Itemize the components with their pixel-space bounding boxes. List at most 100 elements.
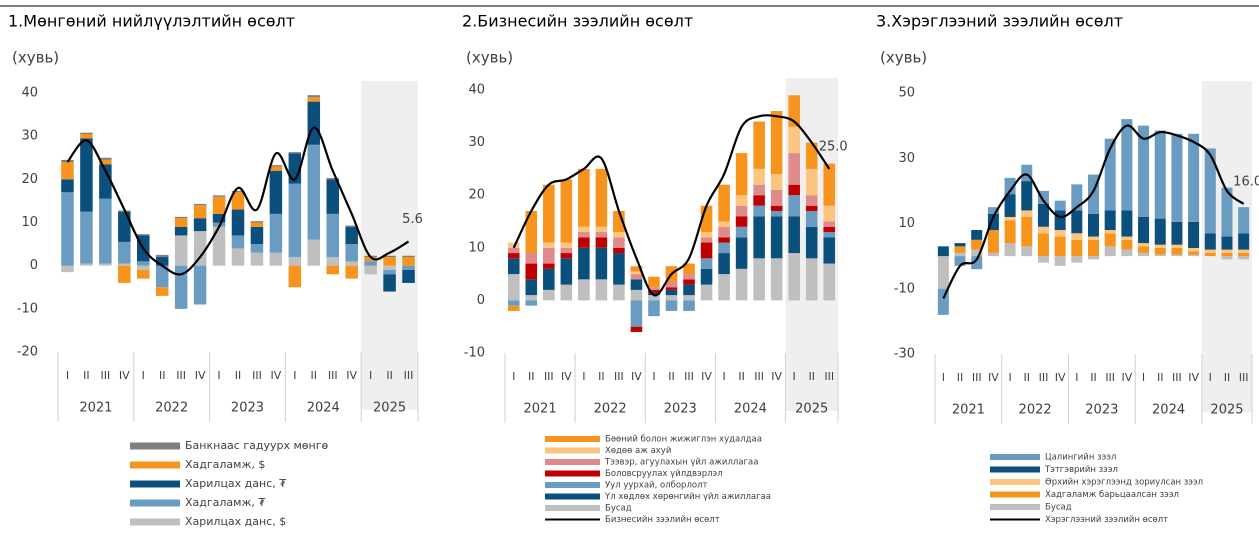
bar-segment (155, 254, 169, 258)
x-tick-label: I (652, 370, 655, 383)
bar-segment (823, 221, 836, 227)
y-tick-label: 20 (468, 188, 485, 203)
bar-segment (560, 284, 573, 301)
bar-segment (805, 258, 818, 301)
bar-segment (823, 237, 836, 264)
bar-segment (250, 244, 264, 253)
bar-segment (137, 265, 150, 270)
bar-segment (193, 203, 207, 206)
bar-segment (578, 168, 590, 227)
bar-segment (288, 265, 302, 288)
bar-segment (525, 295, 538, 301)
bar-segment (1071, 233, 1083, 240)
bar-segment (735, 226, 748, 238)
bar-segment (155, 287, 169, 296)
bar-segment (1221, 256, 1233, 260)
bar-segment (231, 190, 245, 193)
bar-segment (700, 268, 713, 285)
bar-segment (212, 213, 226, 223)
year-label: 2025 (1210, 403, 1243, 418)
year-label: 2024 (734, 402, 767, 417)
bar-segment (683, 300, 695, 311)
bar-segment (770, 210, 783, 217)
bar-segment (1104, 246, 1116, 257)
x-tick-label: IV (631, 370, 642, 383)
bar-segment (61, 179, 74, 193)
bar-segment (1171, 247, 1183, 255)
bar-segment (954, 243, 966, 247)
bar-segment (137, 261, 150, 266)
bar-segment (1087, 174, 1100, 214)
bar-segment (507, 305, 520, 311)
bar-segment (987, 213, 999, 231)
bar-segment (613, 253, 625, 285)
bar-segment (560, 253, 573, 259)
y-tick-label: 10 (468, 240, 485, 255)
bar-segment (718, 253, 730, 275)
bar-segment (823, 232, 836, 238)
bar-segment (971, 249, 983, 257)
bar-segment (174, 235, 188, 266)
bar-segment (345, 261, 358, 266)
bar-segment (99, 159, 112, 165)
bar-segment (269, 252, 283, 266)
legend-label: Хадгаламж, ₮ (185, 496, 265, 509)
year-label: 2022 (1019, 403, 1052, 418)
bar-segment (665, 289, 678, 296)
bar-segment (753, 258, 765, 301)
y-tick-label: 40 (468, 83, 485, 98)
x-tick-label: III (754, 370, 764, 383)
bar-segment (613, 284, 625, 301)
x-tick-label: II (808, 370, 815, 383)
legend-swatch (990, 491, 1040, 498)
bar-segment (137, 269, 150, 279)
year-label: 2025 (795, 402, 828, 417)
bar-segment (665, 287, 678, 290)
bar-segment (525, 263, 538, 280)
bar-segment (753, 121, 765, 169)
bar-segment (805, 226, 818, 259)
bar-segment (648, 300, 660, 317)
bar-segment (937, 288, 949, 315)
line (66, 126, 410, 276)
bar-segment (578, 279, 590, 301)
x-tick-label: II (311, 369, 318, 382)
bar-segment (823, 205, 836, 222)
bar-segment (1221, 236, 1233, 250)
bar-segment (1138, 216, 1150, 244)
bar-segment (1238, 256, 1250, 260)
bar-segment (700, 258, 713, 269)
bar-segment (1138, 252, 1150, 257)
bar-segment (307, 97, 321, 102)
bar-segment (507, 300, 520, 306)
bar-segment (1104, 210, 1116, 231)
bar-segment (630, 289, 643, 301)
legend-label: Хэрэглээний зээлийн өсөлт (1045, 515, 1168, 525)
bar-segment (212, 196, 226, 214)
x-tick-label: II (1090, 371, 1097, 384)
bar-segment (805, 210, 818, 227)
bar-segment (735, 268, 748, 301)
bar-segment (383, 257, 396, 266)
bar-segment (402, 257, 415, 266)
bar-segment (1121, 236, 1133, 240)
bar-segment (137, 234, 150, 236)
bar-segment (1037, 256, 1049, 263)
bar-segment (61, 265, 74, 273)
legend-swatch (990, 454, 1040, 460)
legend-swatch (990, 504, 1040, 510)
legend-label: Уул уурхай, олборлолт (605, 481, 708, 491)
bar-segment (613, 247, 625, 254)
bar-segment (1054, 256, 1066, 266)
bar-segment (1121, 210, 1133, 237)
x-tick-label: IV (1188, 371, 1199, 384)
bar-segment (80, 263, 93, 266)
bar-segment (578, 237, 590, 248)
x-tick-label: III (252, 369, 262, 382)
y-tick-label: 0 (30, 258, 38, 273)
bar-segment (971, 230, 983, 240)
y-axis-label: (хувь) (12, 49, 59, 67)
year-label: 2022 (155, 401, 188, 416)
bar-segment (1021, 164, 1033, 182)
bar-segment (269, 166, 283, 171)
